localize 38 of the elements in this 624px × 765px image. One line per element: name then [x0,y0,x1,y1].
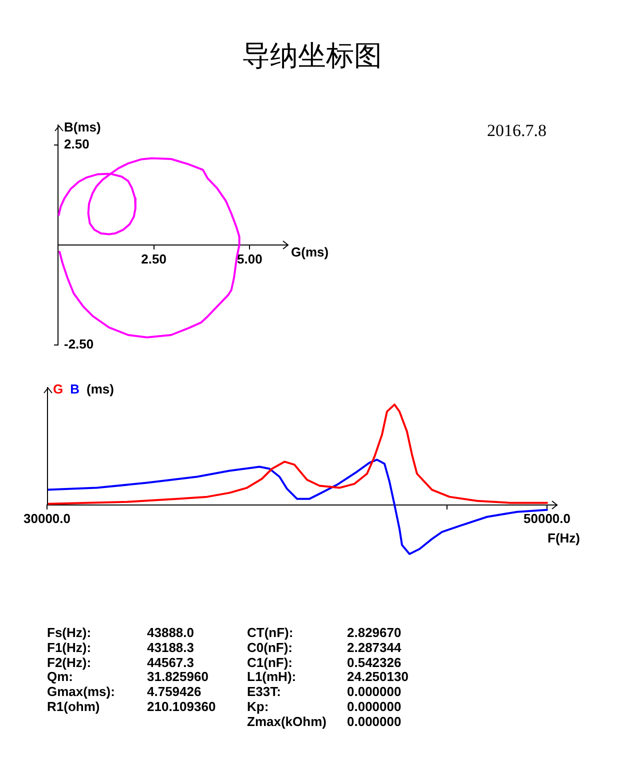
text: F1(Hz): [47,640,92,656]
text: 0.000000 [347,684,402,700]
text: 0.542326 [347,654,402,670]
text: E33T: [247,684,282,700]
x-axis-title: G(ms) [291,244,329,260]
x-axis-title: F(Hz) [548,530,580,546]
text: Kp: [247,698,270,715]
text: R1(ohm) [47,698,100,715]
text: 31.825960 [147,669,210,686]
text: 44567.3 [147,654,195,670]
text: B [70,382,80,397]
x-tick-label: 5.00 [237,251,262,266]
y-tick-label: -2.50 [64,336,94,352]
text: 0.000000 [347,698,402,715]
y-axis-title: (ms) [86,382,114,397]
text: Gmax(ms): [47,684,116,700]
x-tick-label: 50000.0 [524,511,570,526]
text: 24.250130 [347,669,410,686]
text: Zmax(kOhm) [247,714,328,730]
text: Fs(Hz): [47,625,92,641]
text: 210.109360 [147,698,217,715]
y-axis-title: B(ms) [64,120,101,135]
text: 43188.3 [147,640,195,656]
text: 2016.7.8 [487,121,546,141]
text: 0.000000 [347,714,402,730]
text: F2(Hz): [47,654,92,670]
text: 2.287344 [347,640,402,656]
text: L1(mH): [247,669,298,686]
text: 2.829670 [347,625,402,641]
text: Qm: [47,669,73,686]
chart-title: 导纳坐标图 [241,38,383,74]
text: 43888.0 [147,625,195,641]
text: G [53,382,64,397]
text: C1(nF): [247,654,294,670]
x-tick-label: 30000.0 [24,511,70,526]
text: 4.759426 [147,684,202,700]
text: CT(nF): [247,625,294,641]
text: C0(nF): [247,640,294,656]
